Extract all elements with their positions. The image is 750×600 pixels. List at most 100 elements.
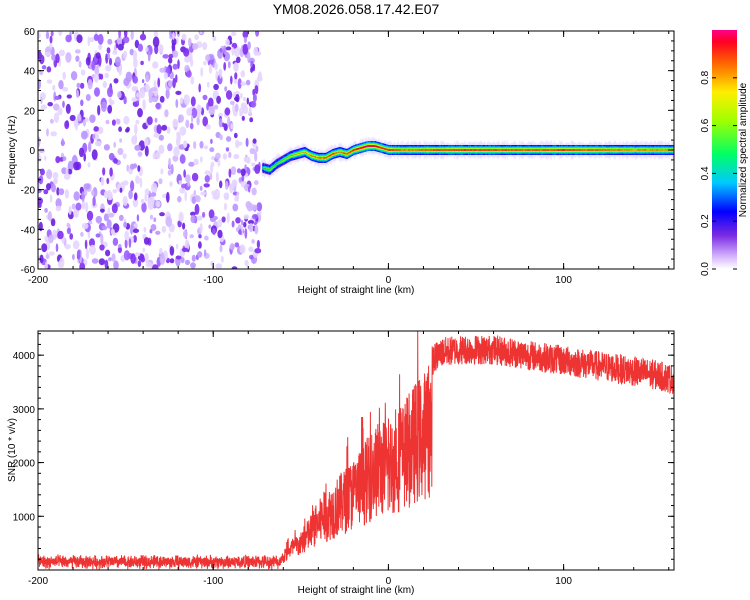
noise-blob (210, 161, 215, 168)
noise-blob (62, 71, 66, 80)
noise-blob (112, 189, 118, 194)
y-tick-label: -20 (21, 186, 36, 197)
noise-blob (67, 160, 74, 172)
ridge-cell (271, 167, 273, 170)
noise-blob (178, 114, 184, 123)
noise-blob (175, 74, 178, 83)
noise-blob (44, 261, 48, 269)
noise-blob (240, 81, 247, 86)
noise-blob (101, 225, 108, 231)
ridge-cell (348, 152, 350, 154)
noise-blob (111, 253, 116, 262)
noise-blob (100, 101, 107, 113)
snr-y-ticks: 1000 2000 3000 4000 (13, 333, 674, 560)
noise-blob (212, 194, 219, 200)
noise-blob (94, 140, 102, 147)
noise-blob (153, 217, 157, 222)
ridge-cell (325, 157, 327, 159)
noise-blob (52, 172, 59, 180)
noise-blob (204, 175, 210, 183)
noise-blob (235, 217, 241, 224)
noise-blob (148, 96, 153, 104)
noise-blob (191, 196, 196, 205)
noise-blob (38, 32, 41, 39)
noise-blob (118, 126, 122, 132)
noise-blob (237, 78, 242, 89)
noise-blob (55, 198, 62, 209)
noise-blob (224, 107, 231, 116)
noise-blob (215, 171, 219, 182)
noise-blob (200, 156, 203, 163)
noise-blob (230, 123, 234, 130)
noise-blob (168, 53, 174, 59)
noise-blob (239, 107, 244, 115)
noise-blob (190, 115, 194, 123)
noise-blob (208, 63, 213, 74)
noise-blob (195, 195, 201, 203)
noise-blob (141, 79, 145, 84)
noise-blob (136, 92, 141, 98)
ridge-cell (304, 151, 306, 153)
noise-blob (231, 31, 237, 37)
noise-blob (114, 56, 121, 67)
noise-blob (132, 75, 138, 84)
noise-blob (99, 73, 104, 80)
noise-blob (118, 214, 124, 221)
noise-blob (141, 202, 147, 213)
noise-blob (252, 94, 257, 102)
noise-blob (46, 66, 52, 73)
noise-blob (155, 200, 161, 208)
ridge-cell (331, 153, 333, 156)
noise-blob (124, 31, 128, 38)
noise-blob (244, 228, 248, 239)
noise-blob (245, 137, 249, 147)
noise-blob (166, 126, 171, 134)
noise-blob (73, 161, 80, 171)
noise-blob (150, 192, 157, 197)
noise-blob (178, 180, 182, 185)
noise-blob (139, 177, 143, 188)
noise-blob (156, 124, 162, 135)
noise-blob (89, 114, 96, 123)
noise-blob (123, 221, 127, 228)
noise-blob (254, 164, 261, 175)
noise-blob (54, 95, 61, 100)
noise-blob (95, 215, 103, 224)
noise-blob (129, 48, 134, 56)
noise-blob (190, 76, 195, 85)
noise-blob (179, 187, 186, 194)
noise-blob (56, 187, 60, 196)
noise-blob (182, 222, 186, 230)
noise-blob (213, 104, 219, 110)
noise-blob (107, 53, 110, 60)
noise-blob (192, 43, 199, 50)
ridge-cell (309, 154, 311, 156)
noise-blob (168, 80, 173, 88)
ridge-cell (278, 161, 281, 164)
noise-blob (104, 259, 109, 269)
noise-blob (236, 168, 242, 174)
snr-y-label: SNR (10 * v/v) (7, 418, 18, 482)
noise-blob (184, 190, 187, 202)
noise-blob (55, 243, 59, 252)
noise-blob (172, 63, 179, 70)
noise-blob (219, 48, 223, 53)
noise-blob (254, 85, 259, 95)
noise-blob (108, 97, 112, 104)
noise-blob (155, 151, 161, 159)
noise-blob (81, 130, 88, 140)
noise-blob (122, 195, 128, 207)
noise-blob (248, 185, 251, 193)
noise-blob (166, 191, 170, 203)
noise-blob (39, 70, 44, 76)
noise-blob (113, 141, 116, 148)
noise-blob (100, 233, 104, 245)
noise-blob (132, 86, 137, 92)
noise-blob (234, 72, 238, 80)
noise-blob (231, 179, 238, 187)
noise-blob (203, 61, 207, 66)
ridge-cell (350, 150, 352, 153)
noise-blob (103, 190, 109, 199)
noise-blob (247, 41, 251, 50)
